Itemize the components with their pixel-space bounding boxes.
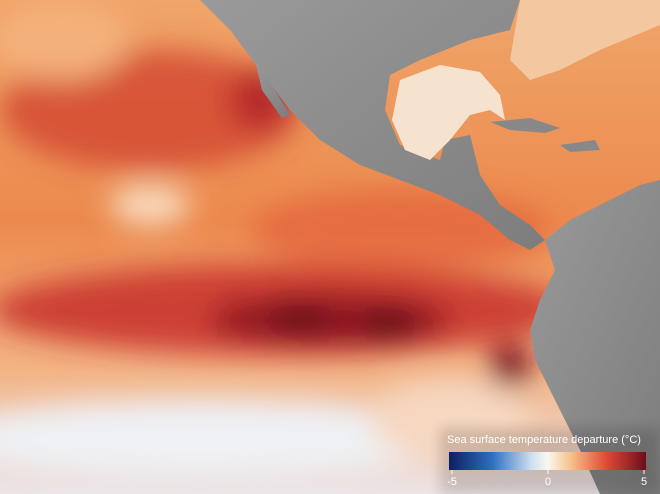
atlantic (510, 0, 660, 80)
south-america (530, 180, 660, 494)
colorbar-tick-label: 5 (641, 476, 647, 488)
colorbar-tick-label: -5 (447, 476, 457, 488)
colorbar (449, 452, 646, 470)
islands (490, 118, 600, 152)
anomaly-field (0, 0, 570, 480)
north-america (200, 0, 545, 250)
gulf-of-mexico (392, 65, 505, 160)
colorbar-tick-label: 0 (545, 476, 551, 488)
colorbar-title: Sea surface temperature departure (°C) (447, 434, 641, 446)
baja-california (255, 60, 290, 118)
